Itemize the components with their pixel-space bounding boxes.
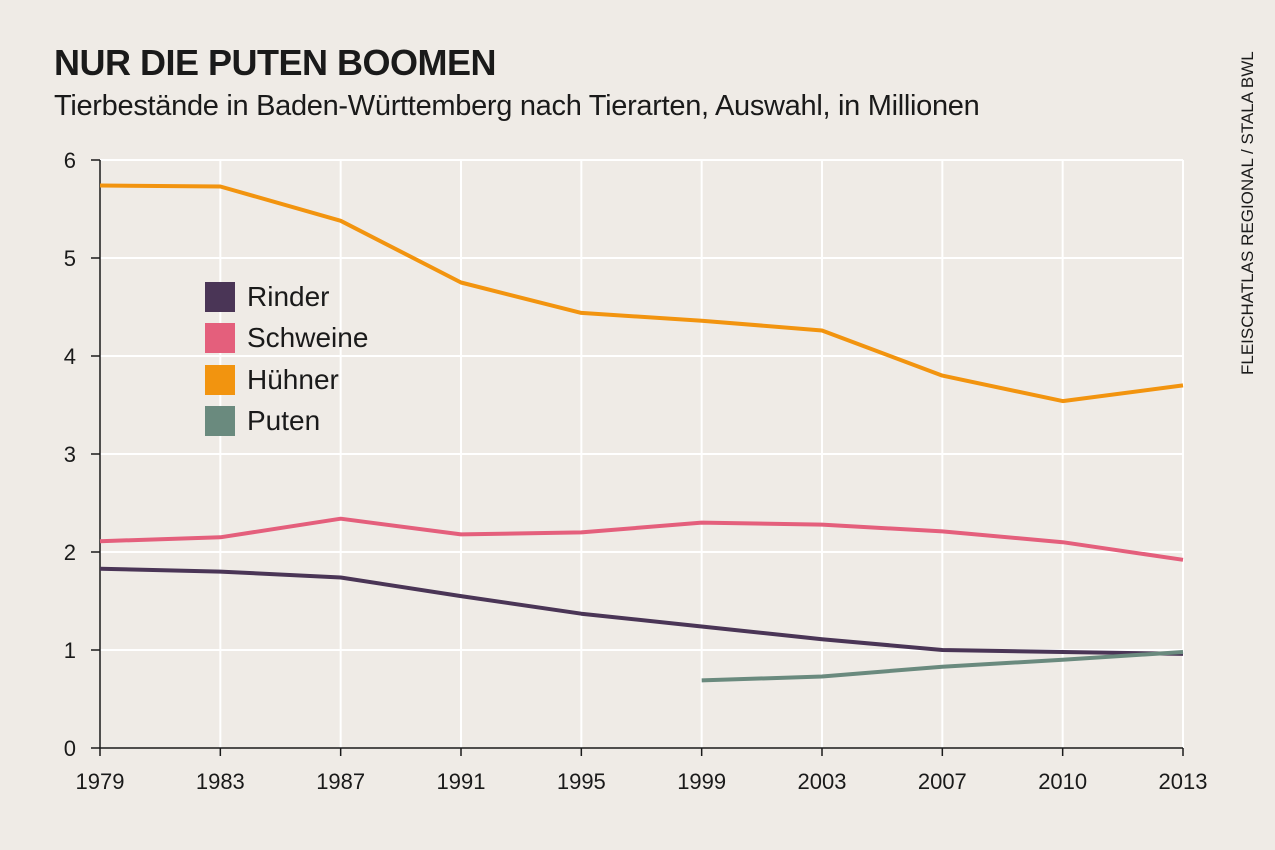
y-tick-label: 3	[64, 442, 76, 467]
x-tick-label: 1991	[437, 769, 486, 794]
y-tick-label: 4	[64, 344, 76, 369]
x-tick-label: 1983	[196, 769, 245, 794]
legend-swatch	[205, 406, 235, 437]
y-tick-label: 0	[64, 736, 76, 761]
legend-item-rinder: Rinder	[205, 276, 368, 318]
y-tick-label: 2	[64, 540, 76, 565]
legend-label: Hühner	[247, 363, 339, 395]
y-tick-label: 5	[64, 246, 76, 271]
legend-item-huehner: Hühner	[205, 359, 368, 401]
chart-subtitle: Tierbestände in Baden-Württemberg nach T…	[54, 90, 980, 122]
legend-label: Puten	[247, 405, 321, 437]
x-tick-label: 1979	[76, 769, 125, 794]
legend: Rinder Schweine Hühner Puten	[205, 276, 368, 442]
x-tick-label: 2013	[1159, 769, 1208, 794]
series-line-rinder	[99, 566, 1184, 656]
x-tick-label: 2007	[918, 769, 967, 794]
series-line-huehner	[99, 183, 1184, 404]
legend-item-puten: Puten	[205, 401, 368, 443]
series-line-schweine	[99, 516, 1184, 562]
y-tick-label: 1	[64, 638, 76, 663]
x-tick-label: 2010	[1038, 769, 1087, 794]
legend-item-schweine: Schweine	[205, 318, 368, 360]
legend-label: Schweine	[247, 322, 369, 354]
x-tick-label: 1987	[316, 769, 365, 794]
series-lines	[99, 183, 1184, 683]
x-tick-label: 1999	[677, 769, 726, 794]
x-tick-label: 1995	[557, 769, 606, 794]
chart-title: NUR DIE PUTEN BOOMEN	[54, 42, 497, 83]
legend-swatch	[205, 281, 235, 312]
x-tick-label: 2003	[798, 769, 847, 794]
legend-label: Rinder	[247, 280, 330, 312]
series-line-puten	[701, 650, 1184, 683]
legend-swatch	[205, 323, 235, 354]
y-tick-label: 6	[64, 148, 76, 173]
legend-swatch	[205, 364, 235, 395]
axes	[91, 159, 1184, 756]
tick-labels: 0 1 2 3 4 5 6 1979 1983 1987 1991 1995 1999 2003 2007 2…	[64, 148, 1208, 794]
grid	[100, 159, 1184, 748]
